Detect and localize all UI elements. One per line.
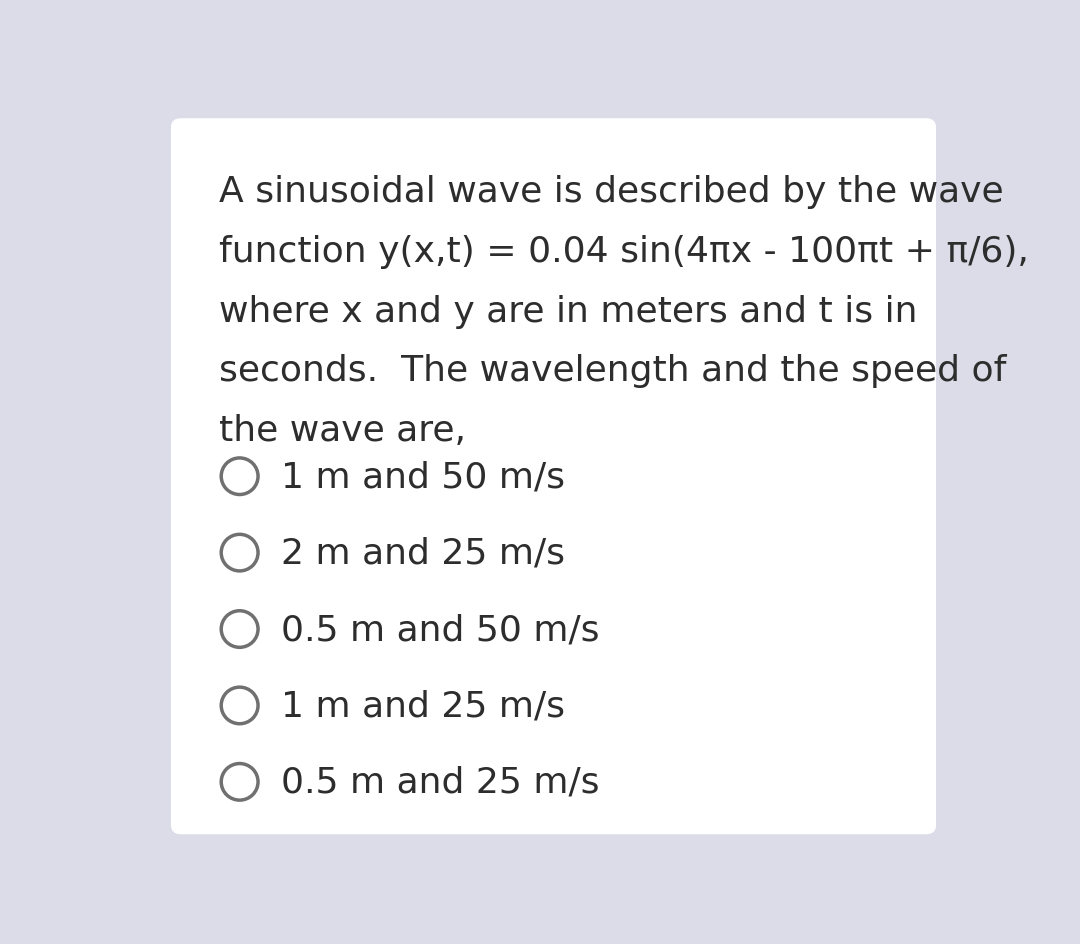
Text: 1 m and 50 m/s: 1 m and 50 m/s [282,460,566,494]
Text: 0.5 m and 25 m/s: 0.5 m and 25 m/s [282,765,600,799]
Ellipse shape [221,764,258,801]
Text: 1 m and 25 m/s: 1 m and 25 m/s [282,689,566,723]
Text: function y(x,t) = 0.04 sin(4πx - 100πt + π/6),: function y(x,t) = 0.04 sin(4πx - 100πt +… [218,235,1028,269]
Ellipse shape [221,687,258,724]
Text: seconds.  The wavelength and the speed of: seconds. The wavelength and the speed of [218,354,1007,388]
Ellipse shape [221,534,258,571]
Text: the wave are,: the wave are, [218,413,465,447]
Ellipse shape [221,611,258,648]
FancyBboxPatch shape [171,119,936,834]
Text: where x and y are in meters and t is in: where x and y are in meters and t is in [218,295,917,329]
Text: A sinusoidal wave is described by the wave: A sinusoidal wave is described by the wa… [218,175,1003,209]
Text: 0.5 m and 50 m/s: 0.5 m and 50 m/s [282,613,600,647]
Ellipse shape [221,459,258,495]
Text: 2 m and 25 m/s: 2 m and 25 m/s [282,536,566,570]
